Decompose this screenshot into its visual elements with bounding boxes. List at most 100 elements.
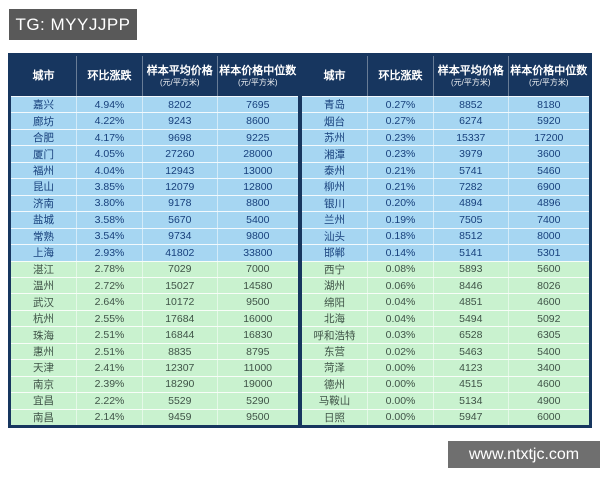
left-table: 城市 环比涨跌 样本平均价格 (元/平方米) 样本价格中位数 (元/平方米) 嘉… xyxy=(11,56,298,426)
table-row: 绵阳 0.04% 4851 4600 xyxy=(302,293,589,310)
cell-avg: 8835 xyxy=(143,343,218,360)
cell-avg: 3979 xyxy=(434,146,509,162)
cell-city: 银川 xyxy=(302,195,368,212)
cell-avg: 9698 xyxy=(143,129,218,146)
table-row: 湘潭 0.23% 3979 3600 xyxy=(302,145,589,162)
cell-city: 柳州 xyxy=(302,179,368,195)
table-row: 泰州 0.21% 5741 5460 xyxy=(302,161,589,179)
table-row: 湛江 2.78% 7029 7000 xyxy=(11,260,298,277)
cell-city: 厦门 xyxy=(11,146,77,162)
cell-change: 2.51% xyxy=(77,327,143,343)
cell-city: 珠海 xyxy=(11,327,77,343)
cell-avg: 8202 xyxy=(143,97,218,113)
table-row: 北海 0.04% 5494 5092 xyxy=(302,309,589,327)
cell-city: 廊坊 xyxy=(11,113,77,129)
cell-avg: 5670 xyxy=(143,212,218,228)
table-row: 德州 0.00% 4515 4600 xyxy=(302,375,589,393)
cell-avg: 8512 xyxy=(434,228,509,245)
cell-change: 0.19% xyxy=(368,212,434,228)
cell-city: 武汉 xyxy=(11,294,77,310)
cell-city: 绵阳 xyxy=(302,294,368,310)
cell-median: 9500 xyxy=(246,296,270,309)
header-mom-change: 环比涨跌 xyxy=(368,56,434,96)
header-avg-price: 样本平均价格 (元/平方米) xyxy=(434,56,509,96)
cell-change: 0.04% xyxy=(368,294,434,310)
cell-change: 0.02% xyxy=(368,343,434,360)
cell-city: 烟台 xyxy=(302,113,368,129)
cell-median: 16830 xyxy=(243,329,273,342)
cell-change: 0.21% xyxy=(368,179,434,195)
cell-median: 5460 xyxy=(537,164,561,177)
cell-avg: 5494 xyxy=(434,310,509,327)
table-row: 合肥 4.17% 9698 9225 xyxy=(11,128,298,146)
table-row: 珠海 2.51% 16844 16830 xyxy=(11,326,298,343)
header-avg-price-unit: (元/平方米) xyxy=(451,77,491,87)
cell-city: 福州 xyxy=(11,162,77,179)
cell-median: 4600 xyxy=(537,378,561,391)
header-city: 城市 xyxy=(11,56,77,96)
cell-city: 菏泽 xyxy=(302,360,368,376)
cell-median: 6900 xyxy=(537,180,561,193)
cell-city: 盐城 xyxy=(11,212,77,228)
table-row: 上海 2.93% 41802 33800 xyxy=(11,244,298,261)
cell-city: 泰州 xyxy=(302,162,368,179)
price-table: 城市 环比涨跌 样本平均价格 (元/平方米) 样本价格中位数 (元/平方米) 嘉… xyxy=(8,53,592,428)
cell-median: 7695 xyxy=(246,98,270,111)
left-table-body: 嘉兴 4.94% 8202 7695 廊坊 4.22% 9243 8600 合肥 4.17% 969… xyxy=(11,96,298,426)
cell-city: 温州 xyxy=(11,277,77,294)
cell-median: 6305 xyxy=(537,329,561,342)
cell-avg: 6528 xyxy=(434,327,509,343)
cell-median: 5301 xyxy=(537,246,561,259)
table-row: 天津 2.41% 12307 11000 xyxy=(11,359,298,376)
cell-median: 7400 xyxy=(537,213,561,226)
cell-median: 12800 xyxy=(243,180,273,193)
cell-change: 0.21% xyxy=(368,162,434,179)
cell-city: 马鞍山 xyxy=(302,393,368,409)
cell-city: 宜昌 xyxy=(11,393,77,409)
cell-change: 3.58% xyxy=(77,212,143,228)
cell-median: 6000 xyxy=(537,411,561,424)
cell-city: 惠州 xyxy=(11,343,77,360)
header-avg-price: 样本平均价格 (元/平方米) xyxy=(143,56,218,96)
cell-avg: 4123 xyxy=(434,360,509,376)
cell-avg: 15027 xyxy=(143,277,218,294)
cell-median: 13000 xyxy=(243,164,273,177)
cell-city: 湘潭 xyxy=(302,146,368,162)
cell-avg: 16844 xyxy=(143,327,218,343)
cell-median: 8000 xyxy=(537,230,561,243)
table-row: 惠州 2.51% 8835 8795 xyxy=(11,342,298,360)
cell-city: 东营 xyxy=(302,343,368,360)
table-row: 柳州 0.21% 7282 6900 xyxy=(302,178,589,195)
cell-city: 北海 xyxy=(302,310,368,327)
watermark: www.ntxtjc.com xyxy=(448,441,600,468)
cell-change: 2.51% xyxy=(77,343,143,360)
cell-change: 0.06% xyxy=(368,277,434,294)
cell-change: 0.27% xyxy=(368,97,434,113)
cell-city: 常熟 xyxy=(11,228,77,245)
cell-median: 3600 xyxy=(537,148,561,161)
table-row: 苏州 0.23% 15337 17200 xyxy=(302,128,589,146)
table-row: 南昌 2.14% 9459 9500 xyxy=(11,408,298,426)
cell-median: 8795 xyxy=(246,345,270,358)
header-median-price-unit: (元/平方米) xyxy=(529,77,569,87)
cell-city: 上海 xyxy=(11,245,77,261)
header-median-price-unit: (元/平方米) xyxy=(238,77,278,87)
cell-median: 33800 xyxy=(243,246,273,259)
cell-change: 0.03% xyxy=(368,327,434,343)
table-row: 温州 2.72% 15027 14580 xyxy=(11,276,298,294)
table-row: 西宁 0.08% 5893 5600 xyxy=(302,260,589,277)
cell-change: 0.23% xyxy=(368,146,434,162)
cell-change: 2.14% xyxy=(77,409,143,426)
table-row: 汕头 0.18% 8512 8000 xyxy=(302,227,589,245)
cell-avg: 5741 xyxy=(434,162,509,179)
cell-avg: 12079 xyxy=(143,179,218,195)
cell-median: 4900 xyxy=(537,394,561,407)
header-mom-change: 环比涨跌 xyxy=(77,56,143,96)
table-row: 宜昌 2.22% 5529 5290 xyxy=(11,392,298,409)
cell-change: 2.22% xyxy=(77,393,143,409)
cell-avg: 5529 xyxy=(143,393,218,409)
cell-change: 4.22% xyxy=(77,113,143,129)
cell-median: 4896 xyxy=(537,197,561,210)
cell-change: 0.00% xyxy=(368,393,434,409)
cell-city: 德州 xyxy=(302,376,368,393)
